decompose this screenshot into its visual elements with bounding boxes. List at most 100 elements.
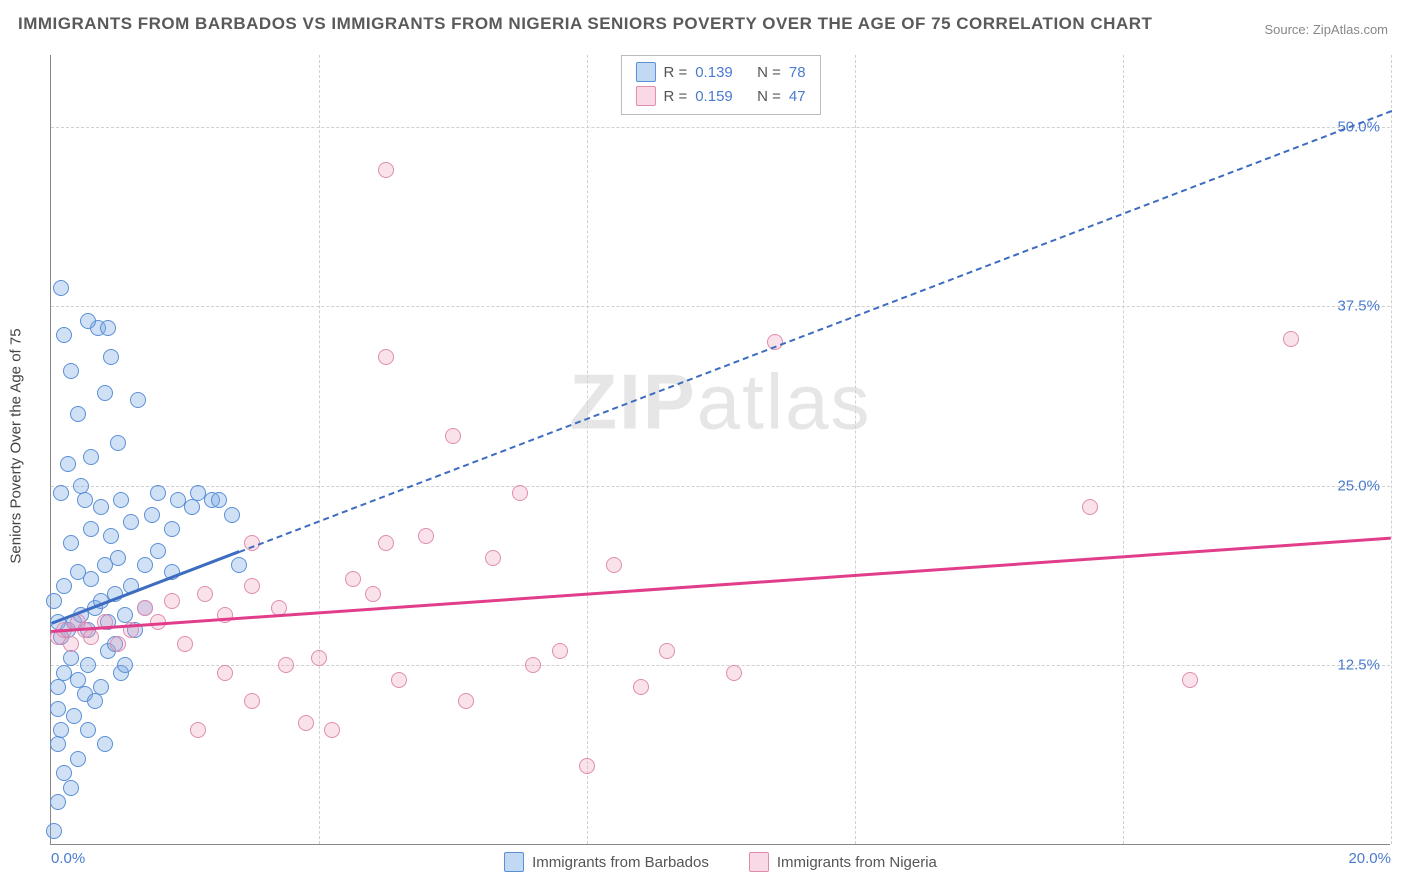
gridline-horizontal — [51, 127, 1390, 128]
gridline-horizontal — [51, 665, 1390, 666]
scatter-point — [324, 722, 340, 738]
scatter-point — [606, 557, 622, 573]
scatter-point — [46, 593, 62, 609]
scatter-point — [80, 313, 96, 329]
scatter-point — [93, 499, 109, 515]
scatter-point — [378, 162, 394, 178]
source-attribution: Source: ZipAtlas.com — [1264, 22, 1388, 37]
scatter-point — [80, 657, 96, 673]
scatter-point — [1182, 672, 1198, 688]
series-legend-item: Immigrants from Nigeria — [749, 852, 937, 872]
scatter-point — [93, 679, 109, 695]
scatter-plot-area: ZIPatlas R = 0.139 N = 78 R = 0.159 N = … — [50, 55, 1390, 845]
scatter-point — [103, 528, 119, 544]
gridline-horizontal — [51, 486, 1390, 487]
scatter-point — [100, 320, 116, 336]
scatter-point — [197, 586, 213, 602]
scatter-point — [56, 578, 72, 594]
scatter-point — [137, 557, 153, 573]
scatter-point — [150, 543, 166, 559]
gridline-vertical — [319, 55, 320, 844]
scatter-point — [77, 492, 93, 508]
scatter-point — [365, 586, 381, 602]
scatter-point — [63, 650, 79, 666]
series-legend-label: Immigrants from Barbados — [532, 854, 709, 871]
scatter-point — [164, 521, 180, 537]
scatter-point — [378, 349, 394, 365]
scatter-point — [311, 650, 327, 666]
scatter-point — [70, 406, 86, 422]
scatter-point — [50, 701, 66, 717]
scatter-point — [110, 636, 126, 652]
scatter-point — [83, 521, 99, 537]
scatter-point — [1082, 499, 1098, 515]
scatter-point — [137, 600, 153, 616]
scatter-point — [552, 643, 568, 659]
scatter-point — [103, 349, 119, 365]
scatter-point — [70, 672, 86, 688]
scatter-point — [190, 722, 206, 738]
scatter-point — [231, 557, 247, 573]
scatter-point — [211, 492, 227, 508]
legend-swatch-b — [749, 852, 769, 872]
scatter-point — [123, 514, 139, 530]
x-tick-label: 20.0% — [1348, 850, 1391, 867]
scatter-point — [80, 722, 96, 738]
series-legend-label: Immigrants from Nigeria — [777, 854, 937, 871]
scatter-point — [83, 629, 99, 645]
scatter-point — [63, 780, 79, 796]
scatter-point — [117, 657, 133, 673]
scatter-point — [164, 593, 180, 609]
legend-swatch-a — [635, 62, 655, 82]
scatter-point — [345, 571, 361, 587]
scatter-point — [83, 571, 99, 587]
stats-legend-row: R = 0.159 N = 47 — [635, 84, 805, 108]
chart-title: IMMIGRANTS FROM BARBADOS VS IMMIGRANTS F… — [18, 14, 1152, 34]
scatter-point — [56, 327, 72, 343]
scatter-point — [190, 485, 206, 501]
scatter-point — [110, 435, 126, 451]
y-axis-label: Seniors Poverty Over the Age of 75 — [8, 328, 25, 563]
scatter-point — [53, 485, 69, 501]
y-tick-label: 12.5% — [1337, 657, 1380, 674]
scatter-point — [130, 392, 146, 408]
gridline-vertical — [1391, 55, 1392, 844]
scatter-point — [87, 693, 103, 709]
scatter-point — [110, 550, 126, 566]
scatter-point — [224, 507, 240, 523]
scatter-point — [659, 643, 675, 659]
scatter-point — [97, 385, 113, 401]
scatter-point — [1283, 331, 1299, 347]
scatter-point — [83, 449, 99, 465]
legend-swatch-a — [504, 852, 524, 872]
scatter-point — [512, 485, 528, 501]
scatter-point — [217, 665, 233, 681]
scatter-point — [63, 636, 79, 652]
scatter-point — [53, 280, 69, 296]
scatter-point — [579, 758, 595, 774]
scatter-point — [278, 657, 294, 673]
scatter-point — [525, 657, 541, 673]
y-tick-label: 37.5% — [1337, 298, 1380, 315]
scatter-point — [63, 535, 79, 551]
scatter-point — [144, 507, 160, 523]
x-tick-label: 0.0% — [51, 850, 85, 867]
scatter-point — [445, 428, 461, 444]
scatter-point — [113, 492, 129, 508]
watermark: ZIPatlas — [569, 357, 871, 448]
scatter-point — [60, 456, 76, 472]
scatter-point — [244, 578, 260, 594]
scatter-point — [46, 823, 62, 839]
scatter-point — [633, 679, 649, 695]
gridline-vertical — [587, 55, 588, 844]
series-legend: Immigrants from Barbados Immigrants from… — [51, 852, 1390, 872]
scatter-point — [485, 550, 501, 566]
gridline-vertical — [1123, 55, 1124, 844]
y-tick-label: 50.0% — [1337, 118, 1380, 135]
scatter-point — [150, 485, 166, 501]
series-legend-item: Immigrants from Barbados — [504, 852, 709, 872]
scatter-point — [391, 672, 407, 688]
scatter-point — [298, 715, 314, 731]
scatter-point — [418, 528, 434, 544]
scatter-point — [726, 665, 742, 681]
